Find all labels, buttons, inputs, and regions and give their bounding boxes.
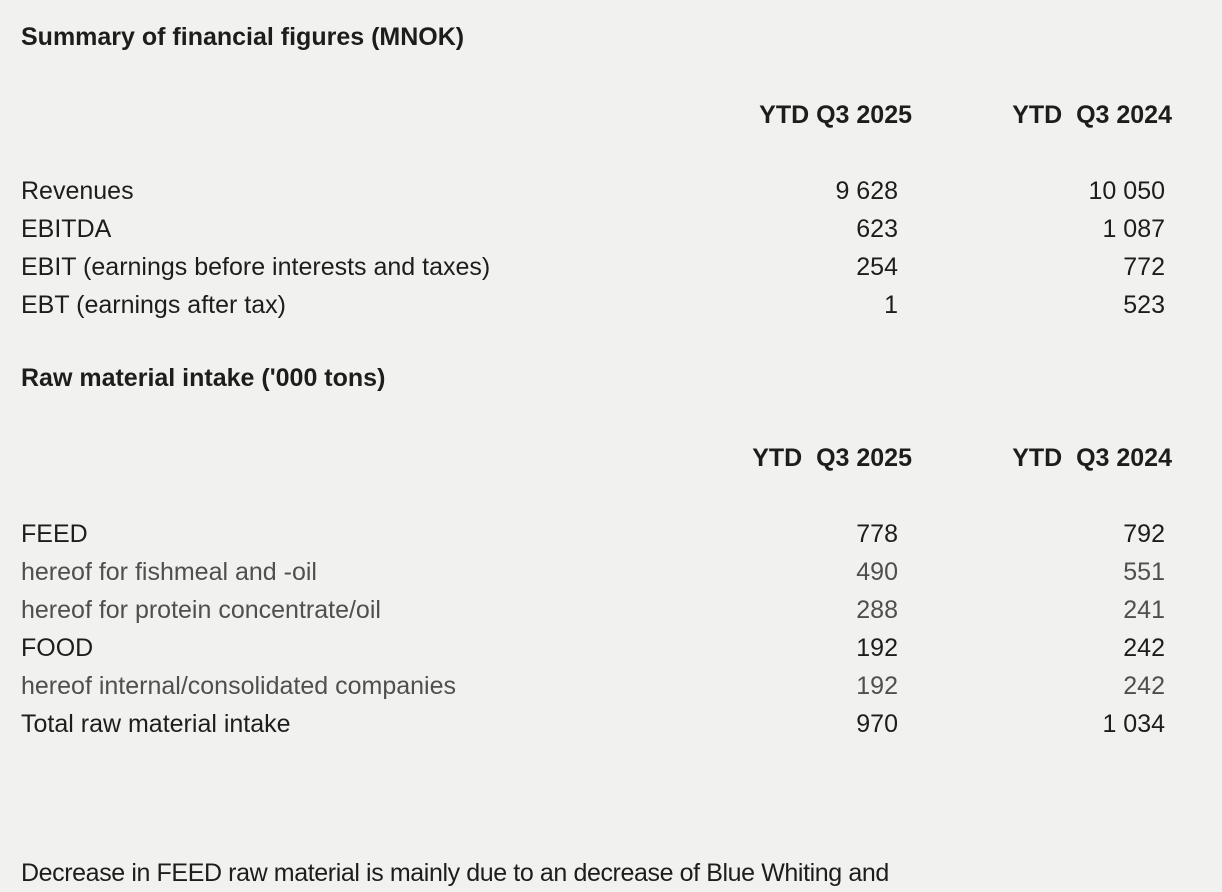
table-row-total: Total raw material intake 970 1 034 — [21, 705, 1172, 743]
value-2024: 551 — [1123, 558, 1165, 586]
column-header-ytd-q3-2025: YTD Q3 2025 — [759, 101, 912, 129]
section-title-raw-material-intake: Raw material intake ('000 tons) — [21, 364, 386, 392]
row-label: FEED — [21, 520, 88, 548]
section-title-financial-summary: Summary of financial figures (MNOK) — [21, 23, 465, 51]
value-2024: 523 — [1123, 291, 1165, 319]
table-row-ebit: EBIT (earnings before interests and taxe… — [21, 248, 1172, 286]
value-2025: 490 — [856, 558, 898, 586]
row-label: EBT (earnings after tax) — [21, 291, 286, 319]
value-2025: 1 — [884, 291, 898, 319]
commentary-paragraph: Decrease in FEED raw material is mainly … — [21, 781, 1172, 892]
row-label: hereof internal/consolidated companies — [21, 672, 456, 700]
value-2024: 792 — [1123, 520, 1165, 548]
value-2024: 10 050 — [1088, 177, 1165, 205]
value-2025: 9 628 — [835, 177, 898, 205]
row-label: FOOD — [21, 634, 94, 662]
table-row-ebitda: EBITDA 623 1 087 — [21, 210, 1172, 248]
table-row-hereof-protein: hereof for protein concentrate/oil 288 2… — [21, 591, 1172, 629]
value-2024: 772 — [1123, 253, 1165, 281]
value-2025: 192 — [856, 672, 898, 700]
value-2024: 242 — [1123, 672, 1165, 700]
blank-row — [21, 134, 1172, 172]
row-label: Revenues — [21, 177, 134, 205]
value-2025: 623 — [856, 215, 898, 243]
blank-row — [21, 477, 1172, 515]
row-label: hereof for fishmeal and -oil — [21, 558, 317, 586]
value-2025: 288 — [856, 596, 898, 624]
value-2024: 242 — [1123, 634, 1165, 662]
table-row-hereof-fishmeal: hereof for fishmeal and -oil 490 551 — [21, 553, 1172, 591]
header-spacer-cell — [21, 439, 692, 477]
table-row-food: FOOD 192 242 — [21, 629, 1172, 667]
commentary-line-1: Decrease in FEED raw material is mainly … — [21, 859, 889, 887]
value-2024: 1 034 — [1102, 710, 1165, 738]
row-label: EBITDA — [21, 215, 112, 243]
column-header-ytd-q3-2025: YTD Q3 2025 — [752, 444, 912, 472]
table-row-hereof-internal: hereof internal/consolidated companies 1… — [21, 667, 1172, 705]
value-2024: 241 — [1123, 596, 1165, 624]
row-label: Total raw material intake — [21, 710, 291, 738]
financial-summary-table: YTD Q3 2025 YTD Q3 2024 Revenues 9 628 1… — [21, 96, 1172, 324]
raw-material-intake-table: YTD Q3 2025 YTD Q3 2024 FEED 778 792 her… — [21, 439, 1172, 743]
table-header-row: YTD Q3 2025 YTD Q3 2024 — [21, 439, 1172, 477]
value-2024: 1 087 — [1102, 215, 1165, 243]
table-row-feed: FEED 778 792 — [21, 515, 1172, 553]
value-2025: 192 — [856, 634, 898, 662]
header-spacer-cell — [21, 96, 692, 134]
table-row-revenues: Revenues 9 628 10 050 — [21, 172, 1172, 210]
value-2025: 970 — [856, 710, 898, 738]
table-row-ebt: EBT (earnings after tax) 1 523 — [21, 286, 1172, 324]
row-label: EBIT (earnings before interests and taxe… — [21, 253, 491, 281]
value-2025: 778 — [856, 520, 898, 548]
value-2025: 254 — [856, 253, 898, 281]
row-label: hereof for protein concentrate/oil — [21, 596, 381, 624]
column-header-ytd-q3-2024: YTD Q3 2024 — [1012, 101, 1172, 129]
table-header-row: YTD Q3 2025 YTD Q3 2024 — [21, 96, 1172, 134]
column-header-ytd-q3-2024: YTD Q3 2024 — [1012, 444, 1172, 472]
